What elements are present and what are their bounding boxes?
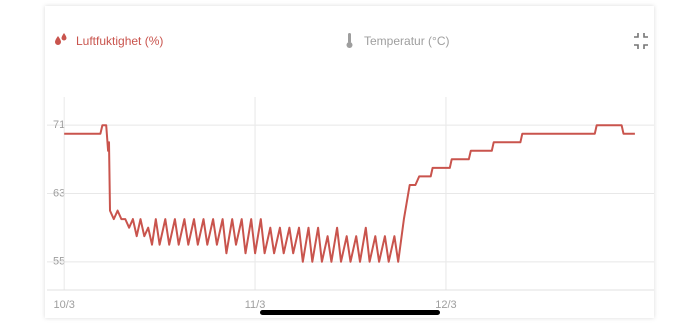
legend-icon	[55, 33, 67, 45]
legend-label: Temperatur (°C)	[364, 34, 449, 48]
y-tick-label: 63	[53, 187, 65, 199]
legend-icon	[348, 33, 351, 43]
legend-item[interactable]: Temperatur (°C)	[346, 33, 450, 48]
collapse-button[interactable]	[634, 33, 648, 49]
x-tick-label: 12/3	[435, 299, 456, 311]
x-tick-label: 11/3	[245, 299, 266, 311]
legend-icon	[346, 42, 353, 48]
card	[45, 6, 654, 318]
series-line	[64, 124, 635, 263]
y-tick-label: 55	[53, 256, 65, 268]
x-tick-label: 10/3	[53, 299, 74, 311]
legend-label: Luftfuktighet (%)	[76, 34, 163, 48]
home-indicator	[260, 310, 440, 315]
y-tick-label: 71	[53, 119, 65, 131]
legend-item[interactable]: Luftfuktighet (%)	[55, 33, 163, 48]
